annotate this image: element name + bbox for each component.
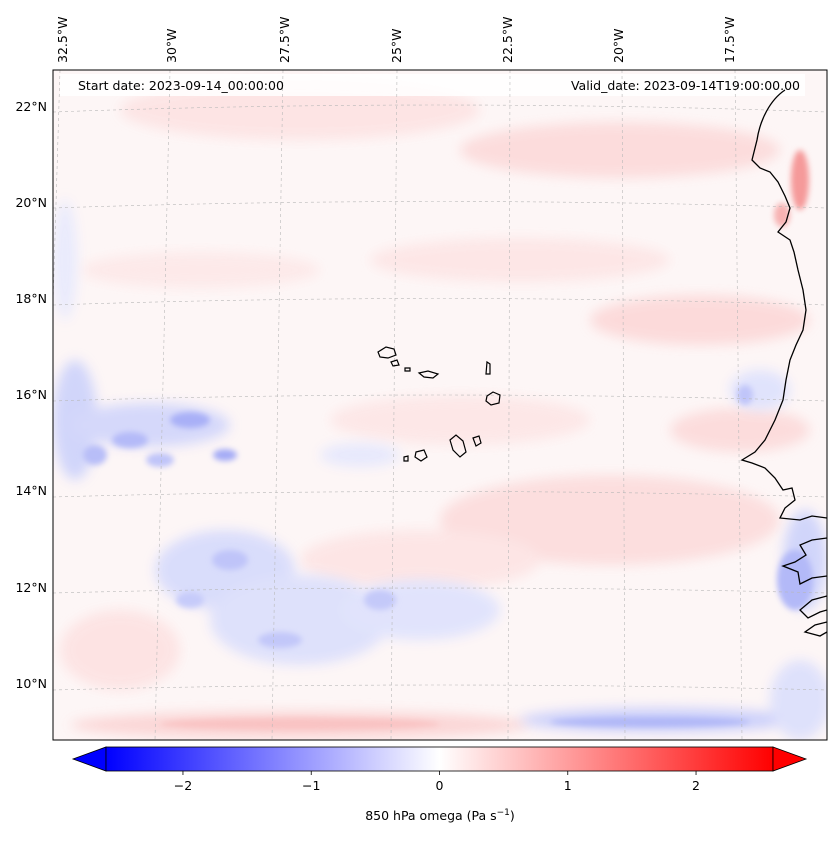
longitude-labels: 32.5°W 30°W 27.5°W 25°W 22.5°W 20°W 17.5…: [55, 17, 737, 63]
island-boa-vista: [485, 391, 501, 406]
colorbar-tick-label: 1: [564, 778, 572, 793]
latitude-labels: 22°N 20°N 18°N 16°N 14°N 12°N 10°N: [15, 99, 47, 691]
lat-label: 14°N: [15, 483, 47, 498]
island-fogo: [414, 449, 428, 462]
map-panel: Start date: 2023-09-14_00:00:00 Valid_da…: [53, 70, 827, 740]
colorbar-extend-left: [71, 746, 107, 772]
island-sal: [485, 360, 491, 375]
lon-label: 17.5°W: [722, 17, 737, 63]
graticule: [53, 70, 827, 740]
island-maio: [472, 435, 482, 447]
map-frame: [52, 69, 828, 741]
lon-label: 25°W: [389, 28, 404, 63]
omega-positive-field: [60, 80, 810, 739]
valid-date-label: Valid_date: 2023-09-14T19:00:00.00: [571, 78, 800, 93]
island-santiago: [449, 434, 467, 458]
date-label-strip: [60, 74, 805, 96]
lat-label: 22°N: [15, 99, 47, 114]
island-sao-nicolau: [417, 370, 440, 379]
colorbar: −2 −1 0 1 2 850 hPa omega (Pa s−1): [71, 746, 808, 823]
coastline: [740, 89, 827, 637]
lat-label: 18°N: [15, 291, 47, 306]
island-sao-vicente: [390, 359, 400, 367]
lon-label: 20°W: [611, 28, 626, 63]
colorbar-tick-label: −2: [174, 778, 192, 793]
colorbar-tick-label: 0: [436, 778, 444, 793]
lat-label: 12°N: [15, 580, 47, 595]
lat-label: 10°N: [15, 676, 47, 691]
colorbar-extend-right: [772, 746, 808, 772]
colorbar-body: [105, 746, 774, 772]
colorbar-ticks: −2 −1 0 1 2: [174, 771, 700, 793]
lon-label: 32.5°W: [55, 17, 70, 63]
colorbar-tick-label: 2: [692, 778, 700, 793]
lon-label: 27.5°W: [277, 17, 292, 63]
start-date-label: Start date: 2023-09-14_00:00:00: [78, 78, 284, 93]
island-santo-antao: [377, 346, 397, 359]
africa-coastline: [740, 89, 827, 637]
colorbar-tick-label: −1: [302, 778, 320, 793]
island-santa-luzia: [404, 367, 411, 372]
cape-verde-islands: [377, 346, 501, 462]
lon-label: 30°W: [164, 28, 179, 63]
lon-label: 22.5°W: [500, 17, 515, 63]
lat-label: 16°N: [15, 387, 47, 402]
island-brava: [403, 455, 409, 462]
colorbar-label: 850 hPa omega (Pa s−1): [365, 808, 515, 823]
lat-label: 20°N: [15, 195, 47, 210]
